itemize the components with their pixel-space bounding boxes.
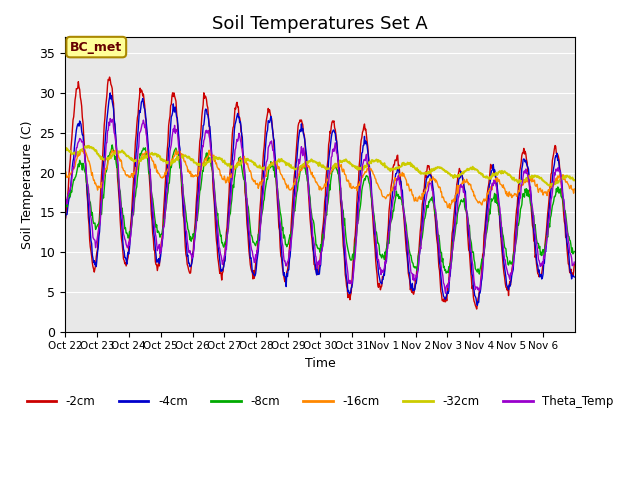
- Theta_Temp: [215, 244, 223, 250]
- Line: Theta_Temp: Theta_Temp: [65, 119, 574, 293]
- -8cm: [372, 229, 380, 235]
- -8cm: [260, 198, 268, 204]
- -2cm: [215, 265, 223, 271]
- -16cm: [372, 180, 380, 186]
- Theta_Temp: [372, 243, 380, 249]
- -8cm: [61, 196, 69, 202]
- -32cm: [84, 143, 92, 149]
- -32cm: [215, 155, 223, 160]
- Theta_Temp: [241, 166, 248, 171]
- Line: -8cm: -8cm: [65, 145, 574, 274]
- -16cm: [122, 172, 129, 178]
- Line: -2cm: -2cm: [65, 77, 574, 309]
- -2cm: [260, 149, 268, 155]
- -8cm: [241, 176, 248, 182]
- -32cm: [570, 178, 578, 183]
- -4cm: [260, 168, 268, 173]
- Line: -4cm: -4cm: [65, 93, 574, 305]
- -2cm: [473, 306, 481, 312]
- -16cm: [401, 175, 409, 180]
- -4cm: [122, 255, 129, 261]
- -8cm: [108, 142, 116, 148]
- -8cm: [401, 216, 409, 222]
- -2cm: [106, 74, 113, 80]
- -16cm: [78, 147, 86, 153]
- -4cm: [474, 302, 481, 308]
- -16cm: [570, 186, 578, 192]
- -4cm: [61, 219, 69, 225]
- -16cm: [446, 205, 454, 211]
- X-axis label: Time: Time: [305, 357, 335, 370]
- -2cm: [122, 260, 129, 265]
- -4cm: [215, 251, 223, 257]
- -32cm: [549, 183, 557, 189]
- -16cm: [215, 166, 223, 172]
- -4cm: [570, 274, 578, 280]
- -2cm: [61, 218, 69, 224]
- -4cm: [372, 253, 380, 259]
- Line: -32cm: -32cm: [65, 146, 574, 186]
- -8cm: [570, 249, 578, 254]
- -8cm: [476, 271, 483, 277]
- -2cm: [401, 230, 409, 236]
- Legend: -2cm, -4cm, -8cm, -16cm, -32cm, Theta_Temp: -2cm, -4cm, -8cm, -16cm, -32cm, Theta_Te…: [22, 391, 618, 413]
- -2cm: [570, 261, 578, 267]
- -16cm: [260, 178, 268, 183]
- -32cm: [372, 156, 380, 162]
- -4cm: [106, 90, 114, 96]
- Y-axis label: Soil Temperature (C): Soil Temperature (C): [21, 120, 34, 249]
- Line: -16cm: -16cm: [65, 150, 574, 208]
- Theta_Temp: [570, 259, 578, 265]
- Theta_Temp: [401, 217, 409, 223]
- Theta_Temp: [442, 290, 449, 296]
- Title: Soil Temperatures Set A: Soil Temperatures Set A: [212, 15, 428, 33]
- Text: BC_met: BC_met: [70, 41, 122, 54]
- -32cm: [61, 146, 69, 152]
- -16cm: [61, 170, 69, 176]
- Theta_Temp: [106, 116, 114, 121]
- Theta_Temp: [61, 202, 69, 207]
- -8cm: [215, 225, 223, 231]
- -32cm: [260, 167, 268, 172]
- -4cm: [401, 222, 409, 228]
- -2cm: [241, 171, 248, 177]
- -4cm: [241, 165, 248, 170]
- -32cm: [241, 159, 248, 165]
- Theta_Temp: [260, 188, 268, 193]
- -2cm: [372, 266, 380, 272]
- -16cm: [241, 154, 248, 159]
- Theta_Temp: [122, 238, 129, 243]
- -32cm: [401, 161, 409, 167]
- -32cm: [122, 151, 129, 157]
- -8cm: [122, 225, 129, 230]
